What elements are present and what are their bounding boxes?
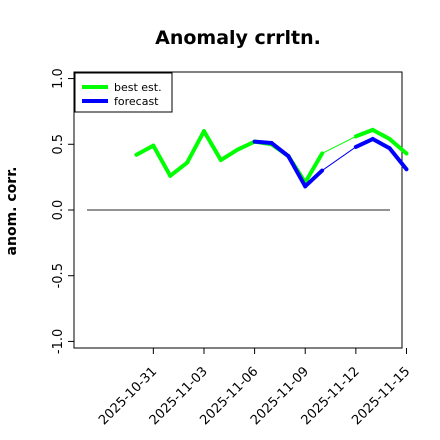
best-estimate-segment [185,129,206,165]
forecast-segment [303,168,325,189]
best-estimate-segment [134,143,156,157]
y-tick-label: 0.5 [51,134,66,155]
y-tick-label: 1.0 [51,68,66,89]
y-tick-label: 0.0 [51,200,66,221]
forecast-segment [387,146,409,172]
best-estimate-segment [303,151,325,185]
forecast-segment [353,137,375,149]
best-estimate-segment [235,139,257,152]
forecast-segment [252,139,274,145]
best-estimate-segment [353,127,375,139]
best-estimate-segment [151,143,173,178]
legend-label: best est. [114,81,162,94]
legend-label: forecast [114,95,159,108]
best-estimate-segment [370,127,392,142]
y-tick-label: -0.5 [51,263,66,288]
best-estimate-segment [321,135,357,154]
best-estimate-segment [387,137,409,156]
chart-title: Anomaly crrltn. [155,27,321,49]
best-estimate-segment [168,160,190,178]
y-axis-label: anom. corr. [4,167,20,256]
forecast-segment [286,154,308,189]
best-estimate-segment [218,147,240,163]
forecast-segment [269,140,291,159]
legend-box [74,72,173,113]
forecast-segment [321,146,357,172]
forecast-segment [370,137,392,151]
best-estimate-segment [201,129,223,163]
y-tick-label: -1.0 [51,329,66,354]
